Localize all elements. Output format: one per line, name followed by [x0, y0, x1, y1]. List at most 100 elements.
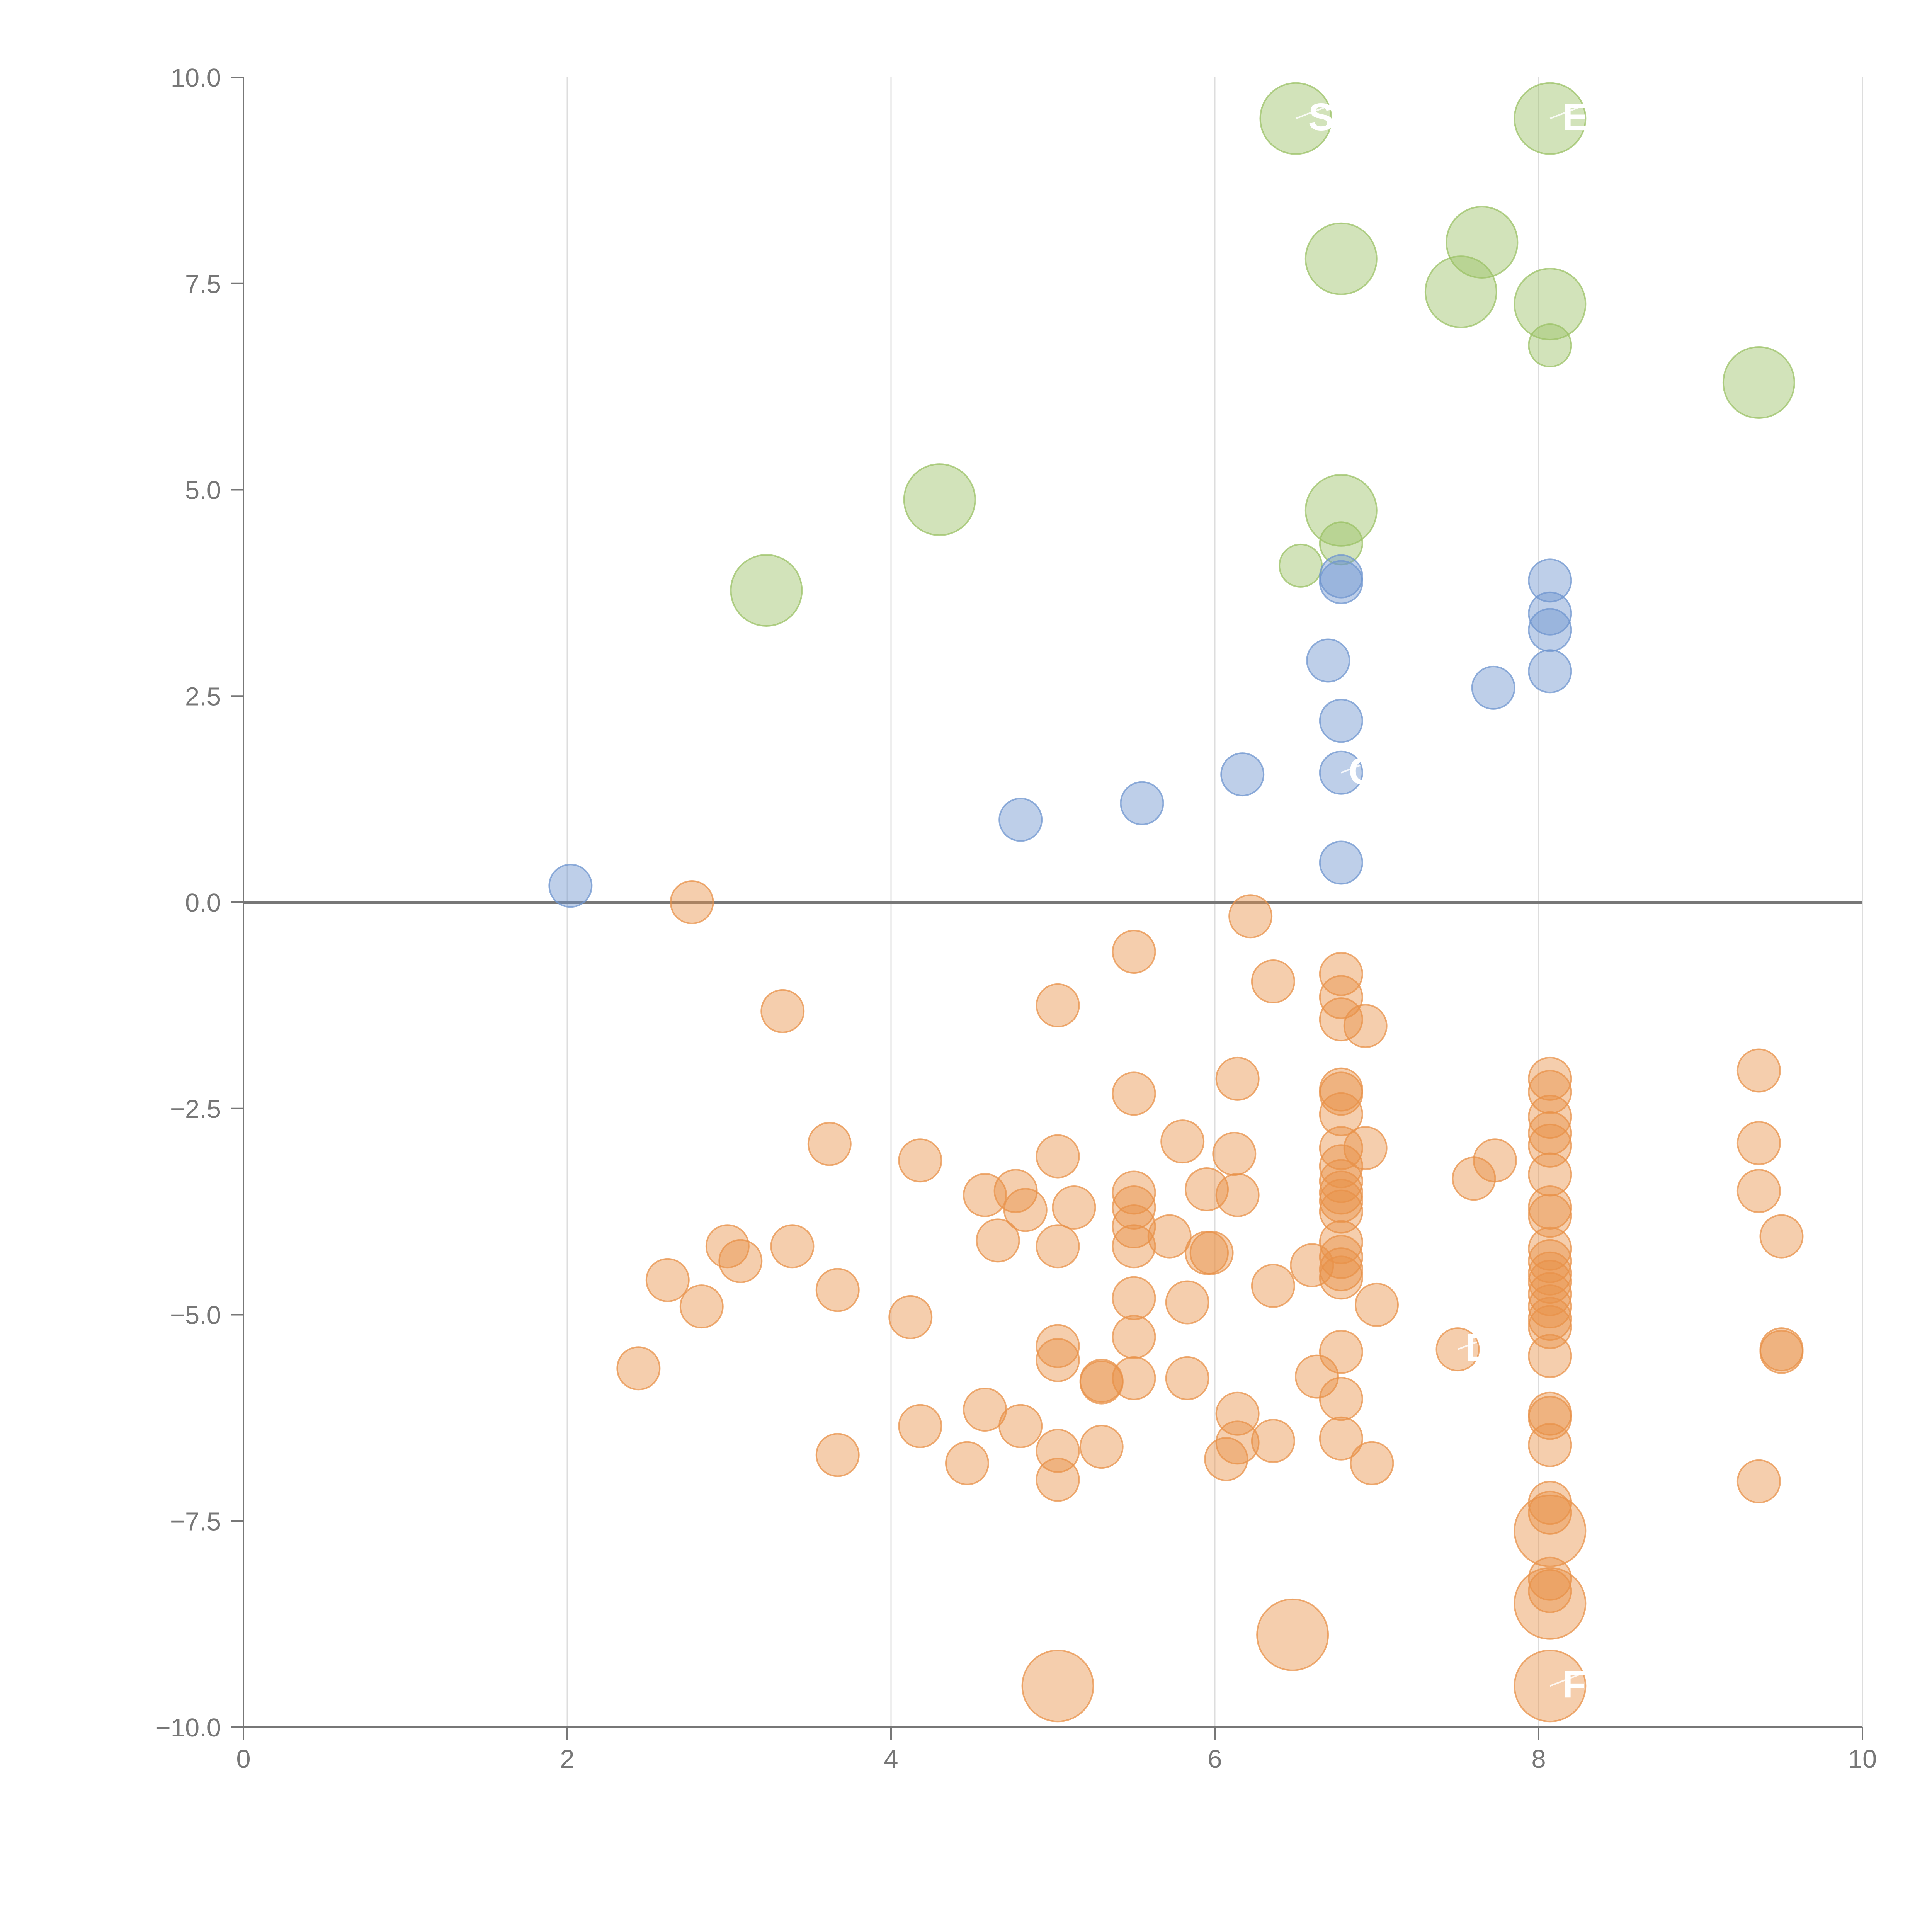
orange-data-point [807, 1122, 852, 1166]
orange-data-point [1215, 1056, 1260, 1101]
x-tick-label: 10 [1848, 1745, 1877, 1774]
y-tick-label: 10.0 [171, 63, 221, 92]
orange-data-point [1452, 1156, 1496, 1201]
orange-data-point [1319, 1377, 1363, 1421]
orange-data-point [1160, 1119, 1205, 1164]
point-label: EC [1563, 95, 1616, 139]
orange-data-point [1319, 952, 1363, 996]
blue-data-point [1528, 649, 1572, 694]
green-data-point [1319, 521, 1363, 566]
orange-data-point [1319, 1159, 1363, 1203]
orange-data-point [898, 1404, 942, 1448]
orange-data-point [1112, 930, 1156, 974]
orange-data-point [1112, 1315, 1156, 1359]
green-data-point [1446, 206, 1519, 279]
y-tick-label: −10.0 [155, 1713, 221, 1742]
orange-data-point [1215, 1420, 1260, 1465]
orange-data-point [1112, 1204, 1156, 1249]
orange-data-point [1319, 1179, 1363, 1223]
orange-data-point [1319, 1416, 1363, 1461]
orange-data-point [1079, 1425, 1124, 1469]
y-tick-label: 5.0 [185, 476, 221, 505]
green-data-point [730, 554, 803, 627]
orange-data-point [1736, 1048, 1781, 1093]
orange-data-point [1528, 1272, 1572, 1316]
orange-data-point [1528, 1396, 1572, 1440]
orange-data-point [1251, 1419, 1295, 1463]
orange-data-point [998, 1404, 1043, 1448]
orange-data-point [1112, 1071, 1156, 1116]
blue-data-point [1319, 560, 1363, 604]
orange-data-point [1003, 1188, 1048, 1232]
orange-data-point [1021, 1650, 1094, 1723]
orange-data-point [1215, 1173, 1260, 1217]
orange-data-point [1528, 1056, 1572, 1101]
orange-data-point [1256, 1598, 1329, 1671]
orange-data-point [1736, 1459, 1781, 1503]
orange-data-point [1343, 1004, 1388, 1048]
x-tick-label: 0 [236, 1745, 250, 1774]
orange-data-point [1052, 1185, 1096, 1230]
orange-data-point [1319, 1189, 1363, 1234]
orange-data-point [945, 1441, 989, 1485]
x-tick-label: 2 [560, 1745, 574, 1774]
y-tick-label: −2.5 [170, 1095, 221, 1124]
orange-data-point [616, 1346, 661, 1391]
point-label: S [1308, 95, 1334, 139]
orange-data-point [1355, 1282, 1399, 1327]
orange-data-point [1036, 1224, 1080, 1269]
green-data-point [1424, 255, 1497, 328]
orange-data-point [1528, 1569, 1572, 1613]
y-tick-label: −5.0 [170, 1301, 221, 1330]
orange-data-point [1251, 959, 1295, 1003]
orange-data-point [1079, 1360, 1124, 1405]
green-data-point [1304, 474, 1378, 547]
green-data-point [1722, 346, 1795, 419]
orange-data-point [1319, 1144, 1363, 1189]
orange-data-point [1165, 1356, 1209, 1400]
data-points [548, 82, 1804, 1723]
green-data-point [1514, 268, 1587, 341]
point-label: DN [1465, 1326, 1521, 1369]
orange-data-point [1319, 1220, 1363, 1264]
orange-data-point [1528, 1194, 1572, 1238]
orange-data-point [1036, 1324, 1080, 1368]
orange-data-point [1350, 1441, 1394, 1485]
orange-data-point [898, 1138, 942, 1183]
orange-data-point [770, 1224, 815, 1269]
green-data-point [1528, 323, 1572, 367]
orange-data-point [888, 1295, 933, 1339]
blue-data-point [1528, 608, 1572, 652]
orange-data-point [1343, 1126, 1388, 1170]
orange-data-point [1528, 1490, 1572, 1535]
orange-data-point [1528, 1556, 1572, 1601]
orange-data-point [1036, 1338, 1080, 1382]
orange-data-point [1319, 1330, 1363, 1374]
orange-data-point [1514, 1567, 1587, 1640]
x-tick-label: 6 [1208, 1745, 1222, 1774]
orange-data-point [1036, 983, 1080, 1027]
orange-data-point [1294, 1354, 1339, 1399]
point-label: G [1349, 750, 1379, 793]
y-tick-label: −7.5 [170, 1507, 221, 1536]
orange-data-point [705, 1224, 750, 1269]
blue-data-point [1120, 781, 1164, 825]
orange-data-point [1528, 1260, 1572, 1304]
orange-data-point [1204, 1437, 1248, 1481]
orange-data-point [1319, 975, 1363, 1019]
orange-data-point [1228, 894, 1273, 939]
green-data-point [1279, 543, 1323, 588]
blue-data-point [1471, 665, 1515, 710]
label-leader-line [1341, 764, 1361, 774]
blue-data-point [548, 864, 593, 908]
axes: 0 2 4 6 8 10 10.0 7.5 5.0 2.5 0.0 −2.5 −5.0 −7.5 −10.0 [155, 63, 1877, 1774]
label-leader-line [1295, 105, 1328, 119]
orange-data-point [1112, 1224, 1156, 1269]
orange-data-point [1165, 1280, 1209, 1325]
orange-data-point [1514, 1494, 1587, 1567]
orange-data-point [1528, 1152, 1572, 1197]
orange-data-point [1189, 1231, 1234, 1275]
orange-data-point [1736, 1169, 1781, 1213]
orange-data-point [1036, 1134, 1080, 1179]
